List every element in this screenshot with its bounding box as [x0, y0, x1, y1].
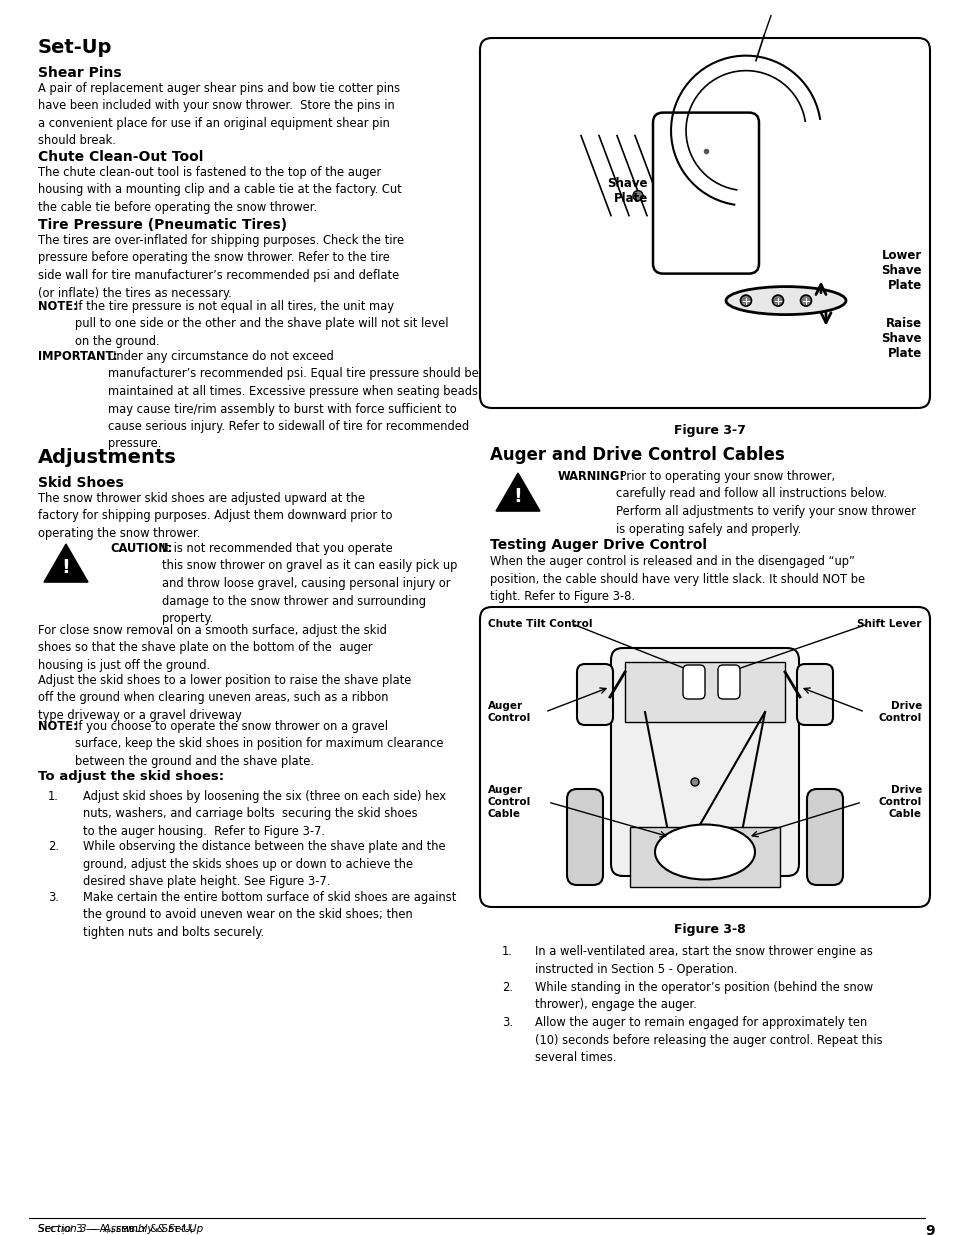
Text: IMPORTANT:: IMPORTANT: — [38, 350, 117, 363]
Text: NOTE:: NOTE: — [38, 720, 77, 734]
Text: Figure 3-8: Figure 3-8 — [674, 923, 745, 936]
Ellipse shape — [725, 287, 845, 315]
Text: Shear Pins: Shear Pins — [38, 65, 121, 80]
Text: 9: 9 — [924, 1224, 934, 1235]
Text: While observing the distance between the shave plate and the
ground, adjust the : While observing the distance between the… — [83, 840, 445, 888]
Text: Make certain the entire bottom surface of skid shoes are against
the ground to a: Make certain the entire bottom surface o… — [83, 890, 456, 939]
Text: Testing Auger Drive Control: Testing Auger Drive Control — [490, 538, 706, 552]
Text: If the tire pressure is not equal in all tires, the unit may
pull to one side or: If the tire pressure is not equal in all… — [75, 300, 448, 348]
Text: Lower
Shave
Plate: Lower Shave Plate — [881, 249, 921, 293]
Text: 3.: 3. — [48, 890, 59, 904]
Ellipse shape — [655, 825, 754, 879]
Text: Auger
Control: Auger Control — [488, 701, 531, 722]
Circle shape — [772, 295, 782, 306]
Text: Prior to operating your snow thrower,
carefully read and follow all instructions: Prior to operating your snow thrower, ca… — [616, 471, 915, 536]
Text: If you choose to operate the snow thrower on a gravel
surface, keep the skid sho: If you choose to operate the snow throwe… — [75, 720, 443, 768]
Bar — [624, 662, 784, 722]
Text: While standing in the operator’s position (behind the snow
thrower), engage the : While standing in the operator’s positio… — [535, 981, 872, 1011]
Circle shape — [740, 295, 751, 306]
Text: Raise
Shave
Plate: Raise Shave Plate — [881, 317, 921, 361]
Text: WARNING!: WARNING! — [558, 471, 625, 483]
Polygon shape — [496, 473, 539, 511]
Text: When the auger control is released and in the disengaged “up”
position, the cabl: When the auger control is released and i… — [490, 555, 864, 603]
Text: Adjust skid shoes by loosening the six (three on each side) hex
nuts, washers, a: Adjust skid shoes by loosening the six (… — [83, 790, 446, 839]
Text: 2.: 2. — [501, 981, 513, 994]
Text: 1.: 1. — [48, 790, 59, 803]
Text: Shave
Plate: Shave Plate — [607, 177, 647, 205]
Circle shape — [800, 295, 811, 306]
FancyBboxPatch shape — [479, 38, 929, 408]
Text: Allow the auger to remain engaged for approximately ten
(10) seconds before rele: Allow the auger to remain engaged for ap… — [535, 1016, 882, 1065]
Text: Set-Up: Set-Up — [38, 38, 112, 57]
Text: Under any circumstance do not exceed
manufacturer’s recommended psi. Equal tire : Under any circumstance do not exceed man… — [108, 350, 478, 451]
Text: For close snow removal on a smooth surface, adjust the skid
shoes so that the sh: For close snow removal on a smooth surfa… — [38, 624, 387, 672]
FancyBboxPatch shape — [682, 664, 704, 699]
FancyBboxPatch shape — [479, 606, 929, 906]
Text: Section 3 — Assembly & Set-Up: Section 3 — Assembly & Set-Up — [38, 1224, 203, 1234]
Circle shape — [633, 190, 642, 200]
Text: CAUTION:: CAUTION: — [110, 542, 172, 555]
Text: Adjust the skid shoes to a lower position to raise the shave plate
off the groun: Adjust the skid shoes to a lower positio… — [38, 674, 411, 722]
Text: Chute Tilt Control: Chute Tilt Control — [488, 619, 592, 629]
Text: Auger and Drive Control Cables: Auger and Drive Control Cables — [490, 446, 784, 464]
Text: Shift Lever: Shift Lever — [857, 619, 921, 629]
Text: 2.: 2. — [48, 840, 59, 853]
FancyBboxPatch shape — [566, 789, 602, 885]
Circle shape — [690, 778, 699, 785]
Text: Figure 3-7: Figure 3-7 — [674, 424, 745, 437]
Text: To adjust the skid shoes:: To adjust the skid shoes: — [38, 769, 224, 783]
Text: NOTE:: NOTE: — [38, 300, 77, 312]
Text: !: ! — [62, 558, 71, 577]
FancyBboxPatch shape — [577, 664, 613, 725]
FancyBboxPatch shape — [806, 789, 842, 885]
Text: The tires are over-inflated for shipping purposes. Check the tire
pressure befor: The tires are over-inflated for shipping… — [38, 233, 404, 300]
Polygon shape — [44, 543, 88, 582]
Text: Drive
Control: Drive Control — [878, 701, 921, 722]
Text: !: ! — [513, 487, 522, 506]
Text: Adjustments: Adjustments — [38, 448, 176, 467]
Text: It is not recommended that you operate
this snow thrower on gravel as it can eas: It is not recommended that you operate t… — [162, 542, 456, 625]
Text: 3.: 3. — [501, 1016, 513, 1029]
Text: 1.: 1. — [501, 945, 513, 958]
FancyBboxPatch shape — [652, 112, 759, 274]
Text: Auger
Control
Cable: Auger Control Cable — [488, 785, 531, 819]
Text: Tire Pressure (Pneumatic Tires): Tire Pressure (Pneumatic Tires) — [38, 219, 287, 232]
FancyBboxPatch shape — [718, 664, 740, 699]
Text: In a well-ventilated area, start the snow thrower engine as
instructed in Sectio: In a well-ventilated area, start the sno… — [535, 945, 872, 976]
Text: The chute clean-out tool is fastened to the top of the auger
housing with a moun: The chute clean-out tool is fastened to … — [38, 165, 401, 214]
Text: Sᴇᴄᴛᴉᴏᵎ 3 — Aₚₚᴇᴍвʟʏ & Sᴇᴛ-Uₚ: Sᴇᴄᴛᴉᴏᵎ 3 — Aₚₚᴇᴍвʟʏ & Sᴇᴛ-Uₚ — [38, 1224, 195, 1234]
Text: Drive
Control
Cable: Drive Control Cable — [878, 785, 921, 819]
FancyBboxPatch shape — [796, 664, 832, 725]
Text: The snow thrower skid shoes are adjusted upward at the
factory for shipping purp: The snow thrower skid shoes are adjusted… — [38, 492, 392, 540]
Text: Skid Shoes: Skid Shoes — [38, 475, 124, 490]
Text: Chute Clean-Out Tool: Chute Clean-Out Tool — [38, 149, 203, 164]
Bar — [629, 827, 780, 887]
Text: A pair of replacement auger shear pins and bow tie cotter pins
have been include: A pair of replacement auger shear pins a… — [38, 82, 399, 147]
FancyBboxPatch shape — [610, 648, 799, 876]
